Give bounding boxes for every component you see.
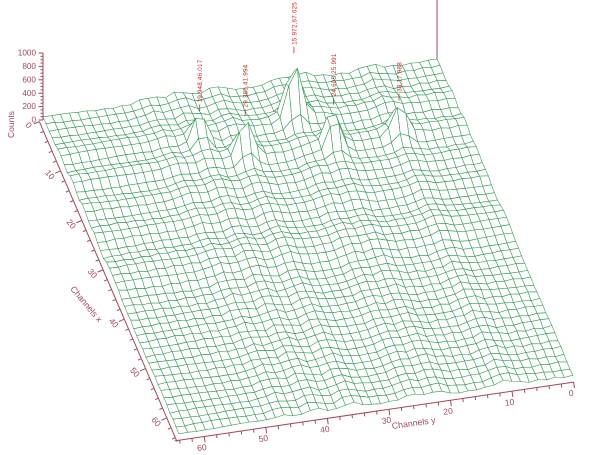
- y-major-tick: [203, 436, 206, 443]
- y-minor-tick: [400, 407, 403, 412]
- y-major-tick: [449, 400, 452, 407]
- y-minor-tick: [228, 432, 230, 437]
- x-minor-tick: [74, 210, 78, 213]
- y-minor-tick: [486, 394, 489, 399]
- x-minor-tick: [40, 130, 44, 134]
- x-minor-tick: [116, 308, 121, 312]
- y-minor-tick: [216, 434, 218, 439]
- z-tick-label: 200: [22, 102, 36, 111]
- y-minor-tick: [363, 412, 366, 417]
- y-axis-title: Channels y: [391, 415, 437, 431]
- x-minor-tick: [91, 249, 95, 252]
- z-tick-label: 800: [22, 62, 36, 71]
- x-minor-tick: [133, 348, 138, 351]
- y-minor-tick: [425, 403, 427, 408]
- x-minor-tick: [159, 407, 163, 410]
- x-minor-tick: [48, 150, 53, 154]
- z-axis-title: Counts: [6, 111, 16, 138]
- x-minor-tick: [44, 140, 49, 144]
- y-minor-tick: [523, 389, 526, 393]
- x-minor-tick: [82, 229, 87, 233]
- x-minor-tick: [103, 279, 108, 282]
- y-minor-tick: [240, 430, 243, 435]
- x-tick-label: 10: [43, 168, 57, 182]
- y-minor-tick: [314, 420, 317, 424]
- y-minor-tick: [302, 421, 304, 426]
- y-minor-tick: [499, 392, 501, 397]
- y-minor-tick: [560, 383, 563, 388]
- x-tick-label: 40: [107, 316, 121, 330]
- y-minor-tick: [351, 414, 353, 419]
- x-minor-tick: [95, 259, 100, 262]
- y-tick-label: 40: [319, 424, 330, 435]
- x-minor-tick: [61, 180, 66, 183]
- x-minor-tick: [108, 289, 112, 292]
- x-major-tick: [76, 219, 83, 224]
- y-tick-label: 60: [196, 442, 207, 453]
- y-minor-tick: [289, 423, 292, 428]
- x-major-tick: [118, 318, 125, 322]
- y-minor-tick: [376, 411, 378, 415]
- x-tick-label: 60: [149, 415, 163, 429]
- x-major-tick: [97, 269, 104, 273]
- x-minor-tick: [69, 200, 74, 203]
- x-minor-tick: [150, 387, 155, 391]
- z-tick-label: 400: [22, 89, 36, 98]
- x-minor-tick: [125, 328, 129, 331]
- wireframe-mesh: [42, 58, 574, 435]
- x-axis-title: Channels x: [68, 284, 104, 325]
- x-major-tick: [54, 170, 61, 174]
- y-minor-tick: [252, 429, 255, 433]
- x-tick-label: 30: [86, 267, 100, 281]
- x-major-tick: [161, 417, 168, 421]
- z-tick-label: 600: [22, 75, 36, 84]
- x-minor-tick: [167, 427, 172, 430]
- y-minor-tick: [474, 396, 477, 401]
- peak-label: 19.948,46.017: [197, 59, 204, 102]
- z-tick-label: 0: [31, 116, 36, 125]
- y-major-tick: [265, 427, 268, 434]
- y-minor-tick: [548, 385, 550, 390]
- y-tick-label: 0: [568, 388, 574, 399]
- x-minor-tick: [112, 298, 117, 302]
- y-tick-label: 10: [504, 397, 515, 408]
- y-minor-tick: [536, 387, 538, 392]
- x-tick-label: 20: [64, 217, 78, 231]
- peak-label: 24.605,25.991: [331, 53, 338, 96]
- y-minor-tick: [462, 398, 464, 402]
- x-major-tick: [33, 121, 40, 125]
- x-tick-label: 0: [23, 120, 34, 130]
- x-minor-tick: [146, 377, 151, 381]
- y-minor-tick: [339, 416, 341, 421]
- y-major-tick: [511, 391, 514, 398]
- x-minor-tick: [52, 160, 57, 163]
- x-minor-tick: [137, 358, 142, 361]
- peak-label: 15.972,67.625: [291, 2, 298, 45]
- x-minor-tick: [129, 338, 134, 341]
- x-minor-tick: [154, 397, 159, 401]
- y-minor-tick: [191, 438, 193, 442]
- y-tick-label: 20: [443, 406, 454, 417]
- y-tick-label: 50: [258, 433, 269, 444]
- x-minor-tick: [65, 190, 70, 193]
- y-minor-tick: [277, 425, 280, 430]
- mesh-cell: [175, 425, 189, 435]
- x-major-tick: [139, 368, 146, 372]
- peak-label: 29.385,41.994: [243, 64, 250, 107]
- y-major-tick: [388, 409, 391, 416]
- x-tick-label: 50: [128, 365, 142, 379]
- y-minor-tick: [413, 405, 415, 410]
- z-tick-label: 1000: [18, 49, 37, 58]
- peak-label: 38,17.988: [396, 62, 403, 92]
- x-minor-tick: [86, 239, 91, 242]
- y-tick-label: 30: [381, 415, 392, 426]
- y-minor-tick: [179, 440, 181, 444]
- y-major-tick: [326, 418, 329, 425]
- x-minor-tick: [171, 437, 176, 440]
- y-major-tick: [573, 382, 575, 389]
- y-minor-tick: [437, 401, 440, 406]
